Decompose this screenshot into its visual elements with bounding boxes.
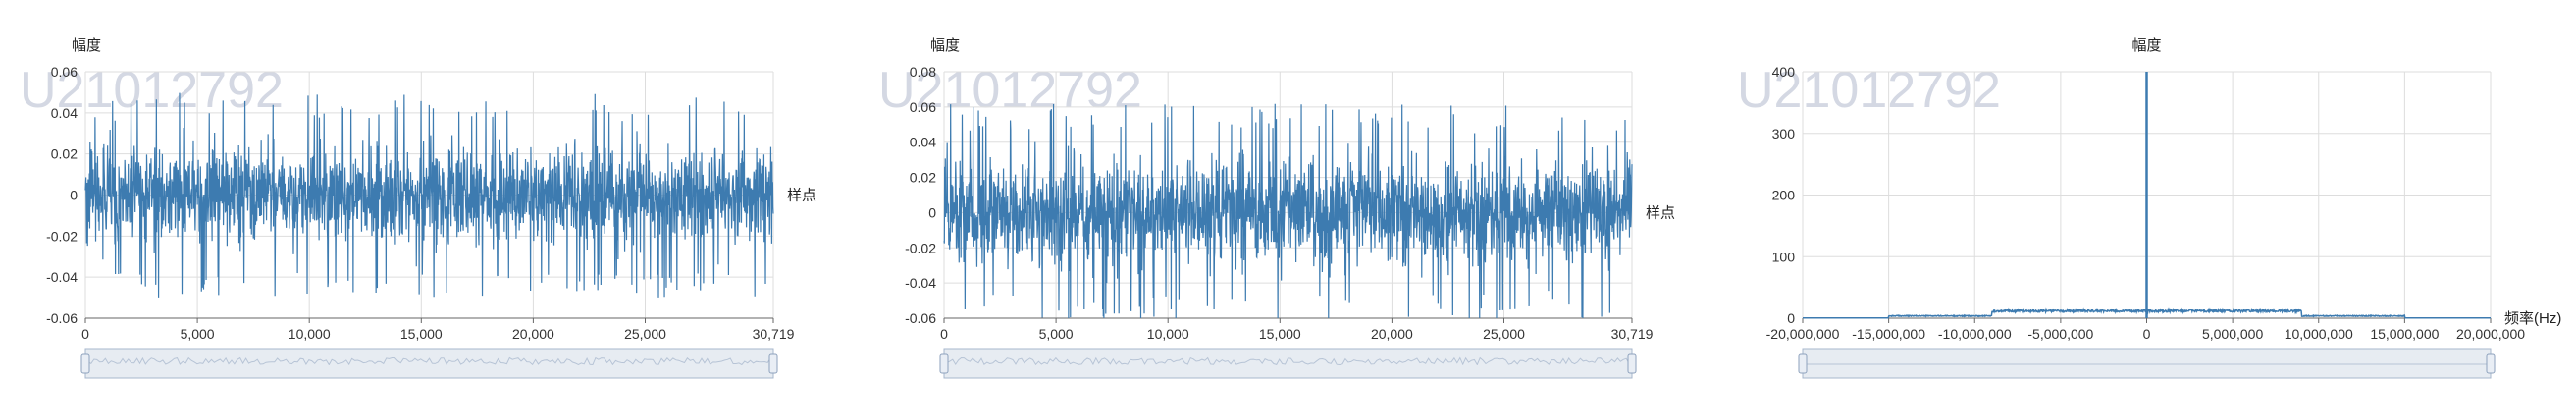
y-tick-label: 200 [1772, 188, 1796, 203]
x-tick-label: 30,719 [1611, 326, 1654, 342]
x-tick-label: 25,000 [1483, 326, 1525, 342]
y-tick-label: 0.08 [910, 64, 936, 80]
y-tick-label: -0.06 [905, 310, 936, 326]
y-tick-label: -0.02 [46, 228, 78, 244]
x-tick-label: 10,000 [289, 326, 331, 342]
x-tick-label: -10,000,000 [1938, 326, 2012, 342]
chart-title: 幅度 [2131, 37, 2161, 54]
y-tick-label: 0.04 [51, 105, 78, 121]
y-tick-label: 0 [928, 204, 936, 220]
zoom-end-handle[interactable] [1627, 353, 1637, 374]
zoom-start-handle[interactable] [1798, 353, 1808, 374]
zoom-start-handle[interactable] [939, 353, 949, 374]
y-axis-title: 幅度 [930, 37, 960, 54]
x-tick-label: 15,000 [400, 326, 443, 342]
amplitude-chart-1: U21012792 0.06 0.04 0.02 0 -0.02 -0.04 -0.06 0 5… [0, 0, 859, 393]
y-tick-label: -0.02 [905, 240, 936, 255]
x-tick-label: 25,000 [624, 326, 666, 342]
amplitude-chart-2: U21012792 0.08 0.06 0.04 0.02 0 -0.02 -0.04 -0.… [859, 0, 1717, 393]
chart-svg-2: 0.080.060.040.020-0.02-0.04-0.060 5,000 10… [905, 37, 1675, 379]
x-tick-label: 5,000 [181, 326, 215, 342]
x-tick-label: 20,000 [1371, 326, 1413, 342]
x-tick-label: -5,000,000 [2027, 326, 2093, 342]
x-axis-title: 频率(Hz) [2504, 310, 2561, 327]
data-zoom-slider[interactable] [84, 348, 774, 379]
x-tick-label: 0 [940, 326, 948, 342]
x-tick-label: -15,000,000 [1852, 326, 1925, 342]
y-axis-title: 幅度 [72, 37, 101, 54]
x-tick-label: 10,000 [1147, 326, 1189, 342]
y-tick-label: -0.04 [46, 269, 78, 285]
x-axis-title: 样点 [1646, 204, 1675, 221]
x-tick-label: 20,000,000 [2456, 326, 2525, 342]
y-tick-label: 0 [70, 188, 78, 203]
x-tick-label: 10,000,000 [2285, 326, 2353, 342]
series-line [943, 103, 1633, 319]
y-tick-label: 100 [1772, 249, 1796, 264]
y-tick-label: -0.04 [905, 275, 936, 291]
spectrum-chart: U21012792 400 300 200 100 0 -20,000,000 -15,00… [1717, 0, 2576, 393]
x-tick-label: 0 [81, 326, 89, 342]
x-tick-label: 20,000 [512, 326, 554, 342]
x-axis-title: 样点 [787, 188, 816, 204]
x-tick-label: 15,000 [1259, 326, 1301, 342]
x-tick-label: -20,000,000 [1766, 326, 1840, 342]
zoom-start-handle[interactable] [80, 353, 90, 374]
zoom-preview [84, 356, 774, 365]
zoom-end-handle[interactable] [2486, 353, 2496, 374]
zoom-preview [943, 356, 1633, 365]
x-tick-label: 30,719 [753, 326, 795, 342]
chart-svg-1: 0.060.040.020-0.02-0.04-0.060 5,000 10,000… [46, 37, 816, 379]
x-tick-label: 0 [2143, 326, 2151, 342]
x-tick-label: 5,000,000 [2202, 326, 2263, 342]
y-tick-label: 0.06 [51, 64, 78, 80]
y-tick-label: -0.06 [46, 310, 78, 326]
y-tick-label: 0.06 [910, 99, 936, 115]
y-tick-label: 0 [1787, 310, 1795, 326]
y-tick-label: 300 [1772, 126, 1796, 141]
series-line [84, 92, 774, 298]
y-tick-label: 0.04 [910, 135, 936, 150]
y-tick-label: 400 [1772, 64, 1796, 80]
zoom-end-handle[interactable] [768, 353, 778, 374]
x-tick-label: 5,000 [1039, 326, 1074, 342]
y-tick-label: 0.02 [910, 170, 936, 186]
y-tick-label: 0.02 [51, 146, 78, 162]
x-tick-label: 15,000,000 [2370, 326, 2439, 342]
